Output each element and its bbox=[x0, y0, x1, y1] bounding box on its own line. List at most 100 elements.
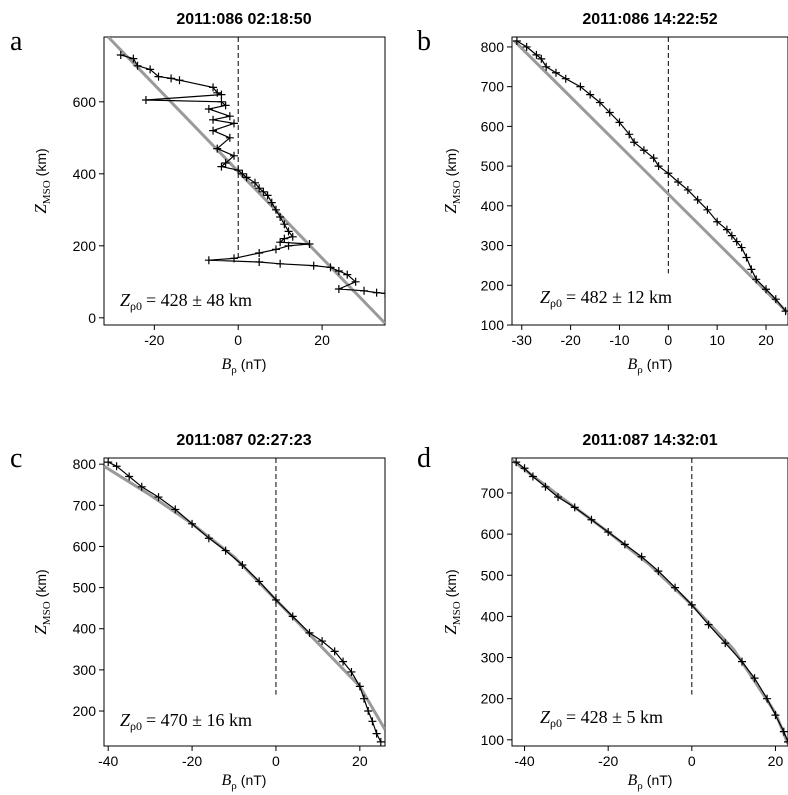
data-point bbox=[625, 130, 634, 139]
x-tick-label: -10 bbox=[609, 332, 629, 348]
data-point bbox=[154, 493, 163, 502]
data-point bbox=[225, 112, 234, 121]
y-tick-label: 400 bbox=[73, 621, 97, 637]
data-point bbox=[586, 90, 595, 99]
y-axis-label-sub: MSO bbox=[451, 180, 463, 204]
data-point bbox=[267, 198, 276, 207]
data-point bbox=[339, 657, 348, 666]
y-tick-label: 700 bbox=[73, 497, 97, 513]
panel-b: -30 -20 -10 0 10 20 100 200 300 400 500 600 700 800 20… bbox=[417, 11, 788, 376]
y-tick-label: 200 bbox=[481, 277, 505, 293]
y-tick-label: 500 bbox=[481, 567, 505, 583]
data-point bbox=[146, 65, 155, 74]
data-point bbox=[259, 187, 268, 196]
fit-annotation-main: Z bbox=[540, 287, 551, 307]
y-axis-label: ZMSO (km) bbox=[441, 148, 463, 213]
x-tick-label: 0 bbox=[688, 753, 696, 769]
x-axis-label-sub: ρ bbox=[231, 364, 237, 376]
data-point bbox=[683, 185, 692, 194]
y-tick-label: 800 bbox=[481, 39, 505, 55]
data-point bbox=[727, 231, 736, 240]
data-point bbox=[750, 674, 759, 683]
data-point bbox=[532, 50, 541, 59]
data-point bbox=[230, 119, 239, 128]
data-point bbox=[747, 265, 756, 274]
x-tick-label: -20 bbox=[561, 332, 581, 348]
y-tick-label: 200 bbox=[73, 238, 97, 254]
data-point bbox=[360, 694, 369, 703]
data-point bbox=[779, 727, 788, 736]
data-point bbox=[512, 37, 521, 45]
data-point bbox=[351, 277, 360, 286]
x-axis-label-unit: (nT) bbox=[241, 356, 267, 372]
y-axis-label: ZMSO (km) bbox=[31, 148, 53, 213]
panel-title: 2011:086 14:22:52 bbox=[582, 11, 717, 28]
data-point bbox=[737, 243, 746, 252]
data-point bbox=[771, 295, 780, 304]
x-axis-label-sub: ρ bbox=[637, 780, 643, 792]
data-point bbox=[752, 275, 761, 284]
data-point bbox=[213, 88, 222, 97]
data-point bbox=[133, 61, 142, 70]
data-point bbox=[271, 245, 280, 254]
data-point bbox=[576, 82, 585, 91]
data-point bbox=[649, 154, 658, 163]
data-point bbox=[364, 707, 373, 716]
y-axis-label-main: Z bbox=[31, 204, 50, 214]
y-tick-label: 200 bbox=[73, 703, 97, 719]
data-point bbox=[541, 482, 550, 491]
data-point bbox=[276, 213, 285, 221]
data-point bbox=[221, 546, 230, 555]
data-point bbox=[334, 267, 343, 275]
plot-frame bbox=[103, 36, 386, 326]
fit-line bbox=[104, 464, 385, 731]
y-axis-label-main: Z bbox=[441, 625, 460, 635]
fit-annotation-sub: ρ0 bbox=[550, 296, 562, 310]
data-point bbox=[318, 637, 327, 646]
fit-annotation-value: = 428 ± 48 km bbox=[146, 290, 252, 310]
x-tick-label: -30 bbox=[512, 332, 532, 348]
data-point bbox=[217, 90, 226, 99]
data-point bbox=[639, 146, 648, 155]
data-point bbox=[276, 259, 285, 268]
data-point bbox=[334, 285, 343, 293]
x-tick-label: 20 bbox=[768, 753, 784, 769]
data-point bbox=[704, 620, 713, 629]
x-tick-label: 0 bbox=[664, 332, 672, 348]
data-point bbox=[209, 126, 218, 135]
data-point bbox=[263, 191, 272, 200]
data-point bbox=[175, 76, 184, 85]
x-axis-label: Bρ (nT) bbox=[628, 356, 673, 376]
data-point bbox=[674, 177, 683, 186]
x-axis-label-unit: (nT) bbox=[241, 772, 267, 788]
data-point bbox=[238, 169, 247, 178]
data-point bbox=[284, 227, 293, 236]
data-point bbox=[330, 647, 339, 656]
x-tick-label: 20 bbox=[352, 753, 368, 769]
x-tick-label: -20 bbox=[144, 332, 164, 348]
data-point bbox=[605, 108, 614, 117]
data-point bbox=[561, 74, 570, 83]
y-tick-label: 500 bbox=[73, 580, 97, 596]
x-tick-label: -40 bbox=[514, 753, 534, 769]
data-point bbox=[372, 729, 381, 738]
data-point bbox=[721, 639, 730, 648]
data-point bbox=[137, 482, 146, 491]
x-axis-label: Bρ (nT) bbox=[222, 356, 267, 376]
fit-annotation: Zρ0 = 482 ± 12 km bbox=[540, 287, 672, 310]
data-point bbox=[280, 220, 289, 229]
panel-title: 2011:087 02:27:23 bbox=[176, 432, 311, 449]
y-tick-label: 400 bbox=[73, 166, 97, 182]
panel-title: 2011:087 14:32:01 bbox=[582, 432, 717, 449]
data-point bbox=[713, 217, 722, 226]
y-tick-label: 600 bbox=[73, 538, 97, 554]
data-point bbox=[528, 472, 537, 481]
data-line bbox=[515, 461, 788, 743]
x-axis-label-unit: (nT) bbox=[647, 772, 673, 788]
data-point bbox=[271, 205, 280, 214]
x-axis-label-sub: ρ bbox=[637, 364, 643, 376]
y-axis-label: ZMSO (km) bbox=[441, 569, 463, 634]
data-point bbox=[771, 711, 780, 720]
panel-letter: a bbox=[10, 26, 23, 57]
